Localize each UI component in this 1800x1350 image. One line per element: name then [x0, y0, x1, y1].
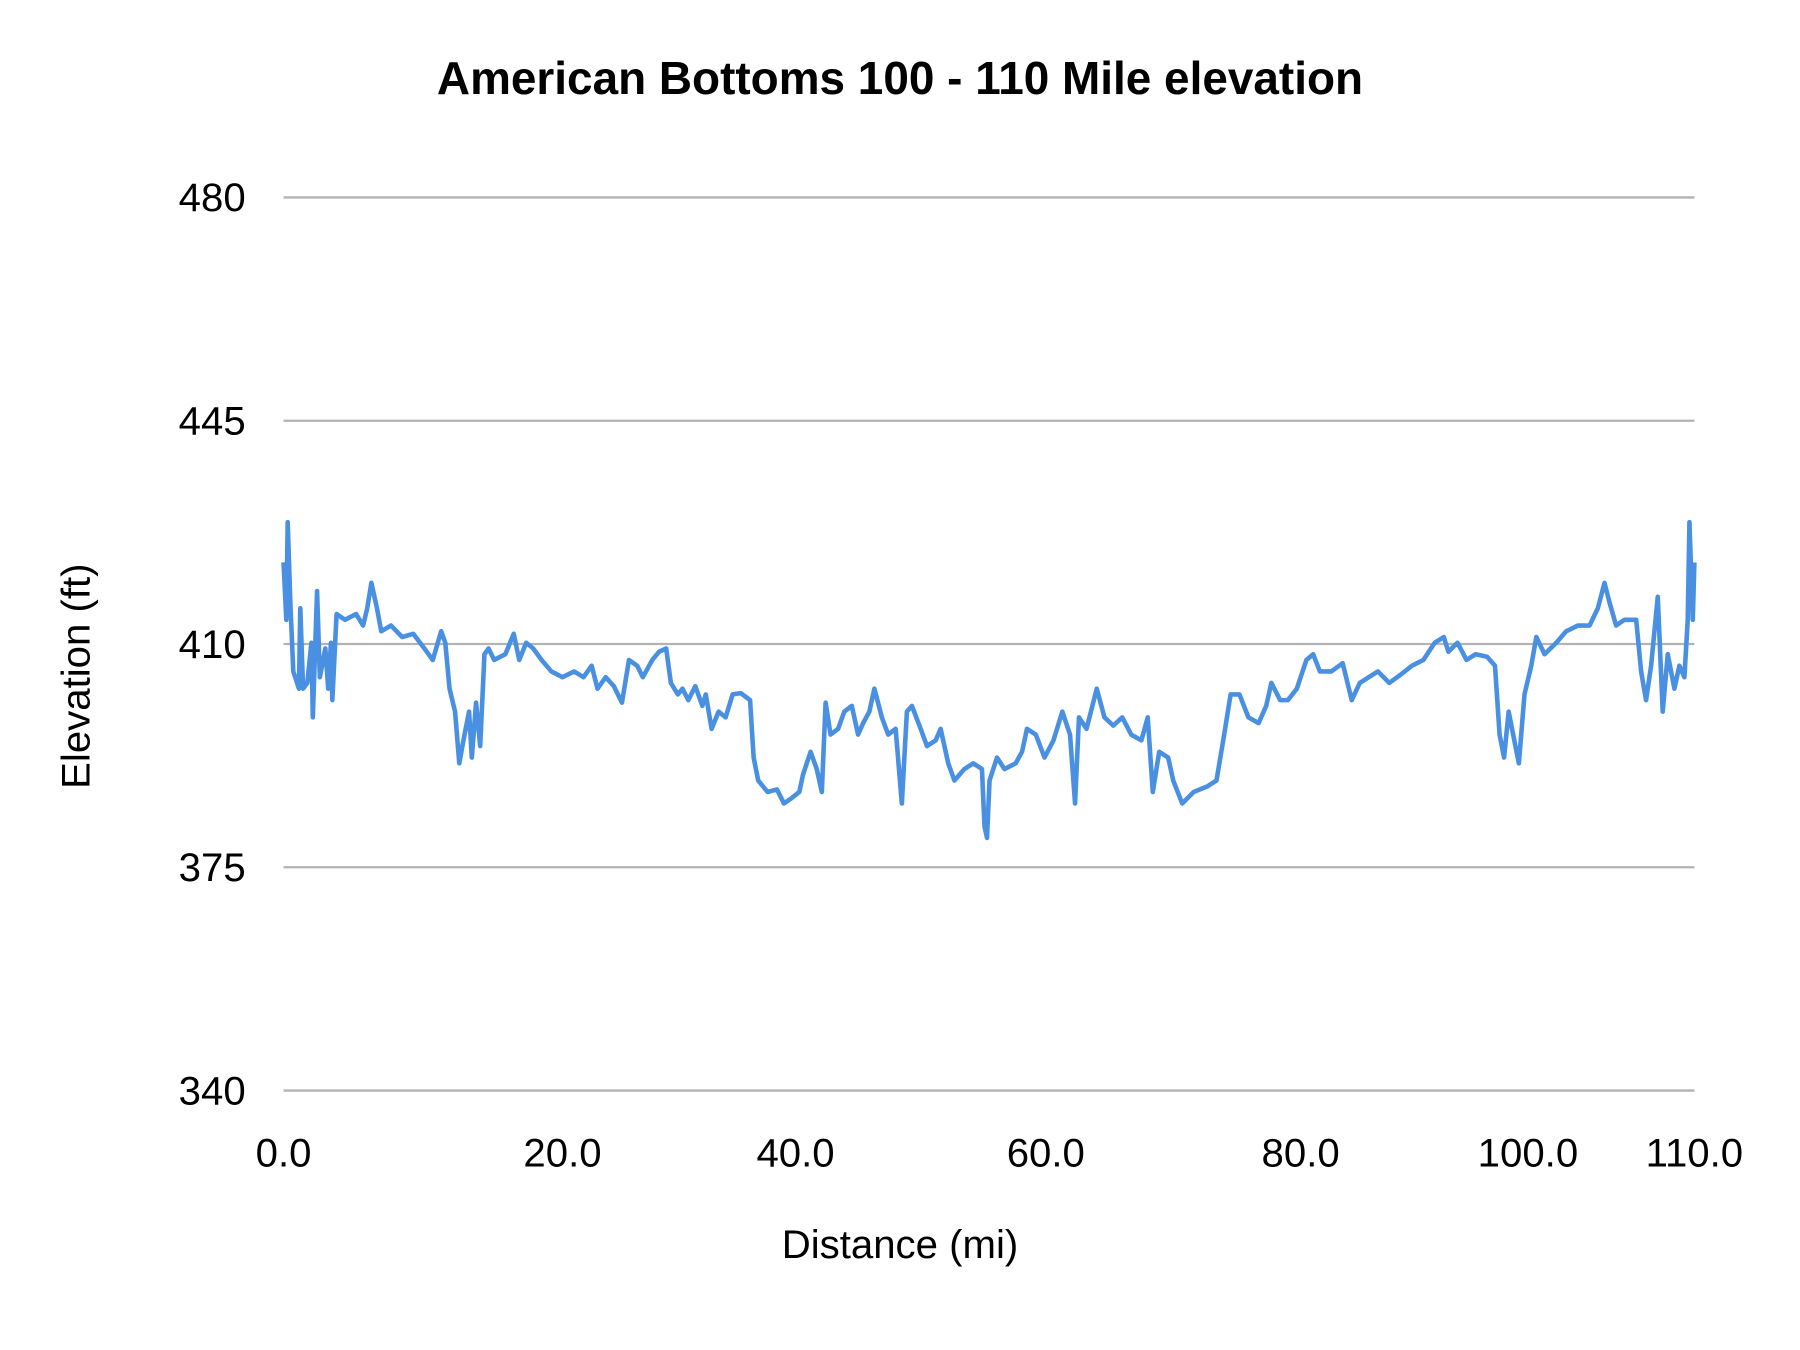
y-tick-label: 480 [179, 175, 246, 220]
elevation-line [281, 519, 1697, 841]
x-axis-ticks: 0.0 20.0 40.0 60.0 80.0 100.0 110.0 [256, 1130, 1744, 1175]
x-tick-label: 100.0 [1478, 1130, 1578, 1175]
gridlines [283, 196, 1695, 1092]
y-axis-ticks: 480 445 410 375 340 [179, 175, 246, 1113]
chart-title: American Bottoms 100 - 110 Mile elevatio… [437, 52, 1363, 104]
x-tick-label: 80.0 [1262, 1130, 1340, 1175]
y-tick-label: 340 [179, 1068, 246, 1113]
y-tick-label: 445 [179, 399, 246, 444]
x-tick-label: 110.0 [1646, 1130, 1744, 1175]
y-tick-label: 410 [179, 622, 246, 667]
y-tick-label: 375 [179, 845, 246, 890]
y-axis-label: Elevation (ft) [54, 563, 99, 788]
x-tick-label: 60.0 [1007, 1130, 1085, 1175]
x-axis-label: Distance (mi) [782, 1222, 1019, 1267]
x-tick-label: 0.0 [256, 1130, 312, 1175]
x-tick-label: 20.0 [523, 1130, 601, 1175]
x-tick-label: 40.0 [756, 1130, 834, 1175]
